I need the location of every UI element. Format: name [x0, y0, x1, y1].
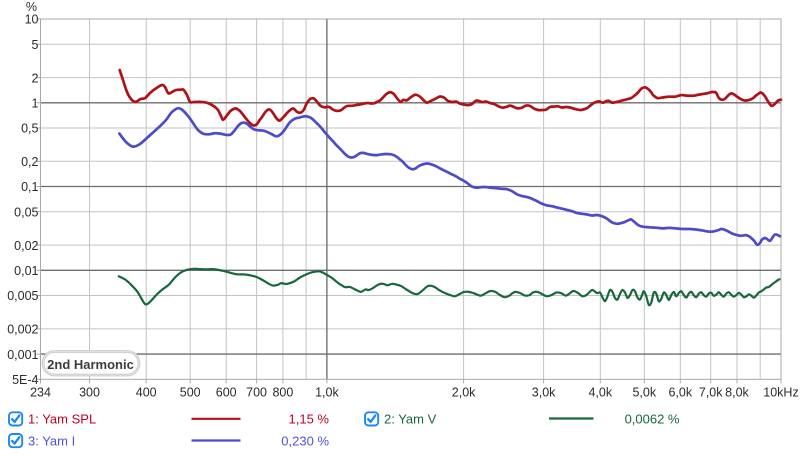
svg-text:700: 700: [246, 386, 267, 400]
svg-text:0,0062 %: 0,0062 %: [625, 412, 680, 427]
svg-text:2: 2: [32, 71, 39, 85]
svg-text:1: 1: [32, 97, 39, 111]
svg-text:7,0k: 7,0k: [699, 386, 723, 400]
svg-text:10: 10: [25, 13, 39, 27]
svg-text:1: Yam SPL: 1: Yam SPL: [28, 412, 96, 427]
svg-text:234: 234: [30, 386, 51, 400]
svg-text:0,2: 0,2: [21, 155, 38, 169]
svg-text:8,0k: 8,0k: [725, 386, 749, 400]
svg-text:2: Yam V: 2: Yam V: [384, 412, 437, 427]
svg-text:3,0k: 3,0k: [532, 386, 556, 400]
svg-text:600: 600: [216, 386, 237, 400]
svg-text:4,0k: 4,0k: [588, 386, 612, 400]
svg-text:0,05: 0,05: [14, 206, 38, 220]
svg-text:500: 500: [180, 386, 201, 400]
svg-text:2,0k: 2,0k: [452, 386, 476, 400]
svg-text:10kHz: 10kHz: [763, 386, 798, 400]
svg-text:0,1: 0,1: [21, 180, 38, 194]
svg-text:400: 400: [136, 386, 157, 400]
svg-text:0,230 %: 0,230 %: [281, 433, 329, 448]
svg-text:3: Yam I: 3: Yam I: [28, 433, 75, 448]
svg-text:800: 800: [272, 386, 293, 400]
svg-text:5,0k: 5,0k: [632, 386, 656, 400]
svg-text:0,5: 0,5: [21, 122, 38, 136]
svg-text:0,001: 0,001: [7, 348, 38, 362]
svg-text:0,005: 0,005: [7, 289, 38, 303]
svg-text:0,01: 0,01: [14, 264, 38, 278]
svg-text:1,0k: 1,0k: [315, 386, 339, 400]
svg-text:300: 300: [79, 386, 100, 400]
svg-text:0,02: 0,02: [14, 239, 38, 253]
svg-text:5: 5: [32, 38, 39, 52]
svg-text:0,002: 0,002: [7, 323, 38, 337]
svg-text:1,15 %: 1,15 %: [289, 412, 330, 427]
svg-text:5E-4: 5E-4: [12, 373, 38, 387]
svg-text:6,0k: 6,0k: [668, 386, 692, 400]
svg-text:2nd Harmonic: 2nd Harmonic: [47, 357, 134, 372]
svg-text:%: %: [26, 0, 37, 14]
